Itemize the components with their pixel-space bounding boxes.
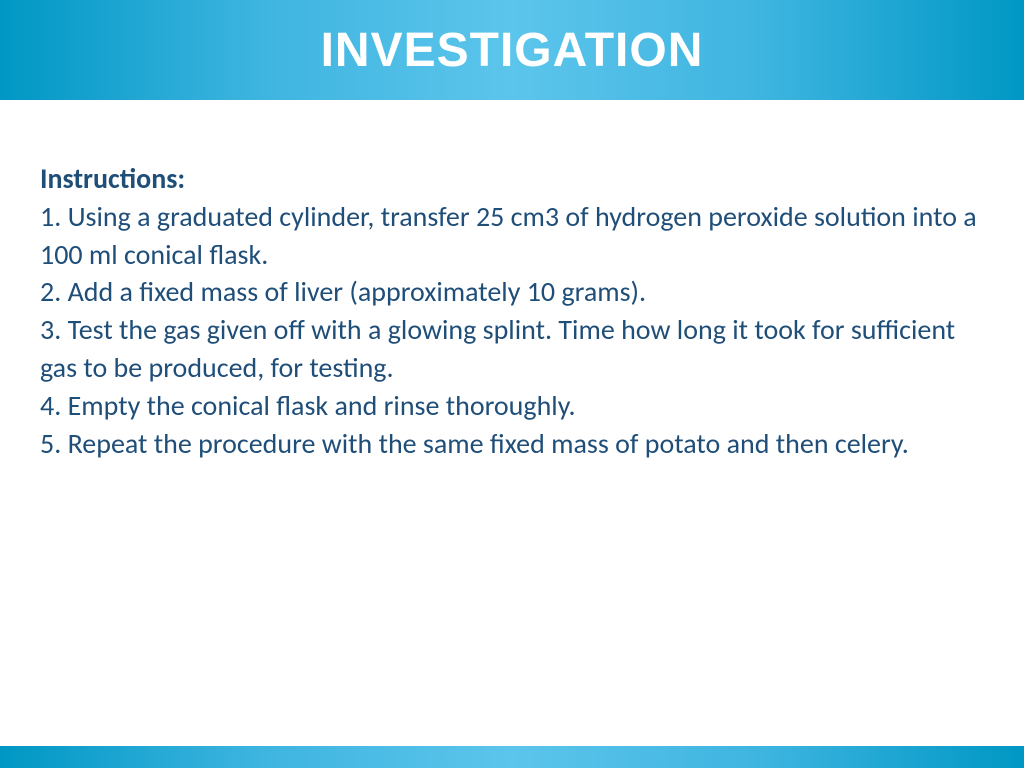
instructions-label: Instructions: <box>40 161 185 196</box>
footer-bar <box>0 746 1024 768</box>
instructions-list: 1. Using a graduated cylinder, transfer … <box>40 198 984 463</box>
page-title: INVESTIGATION <box>321 23 704 78</box>
header-bar: INVESTIGATION <box>0 0 1024 100</box>
content-area: Instructions: 1. Using a graduated cylin… <box>0 100 1024 462</box>
instruction-step: 1. Using a graduated cylinder, transfer … <box>40 198 984 274</box>
instruction-step: 5. Repeat the procedure with the same fi… <box>40 425 984 463</box>
instruction-step: 2. Add a fixed mass of liver (approximat… <box>40 273 984 311</box>
instruction-step: 4. Empty the conical flask and rinse tho… <box>40 387 984 425</box>
instruction-step: 3. Test the gas given off with a glowing… <box>40 311 984 387</box>
